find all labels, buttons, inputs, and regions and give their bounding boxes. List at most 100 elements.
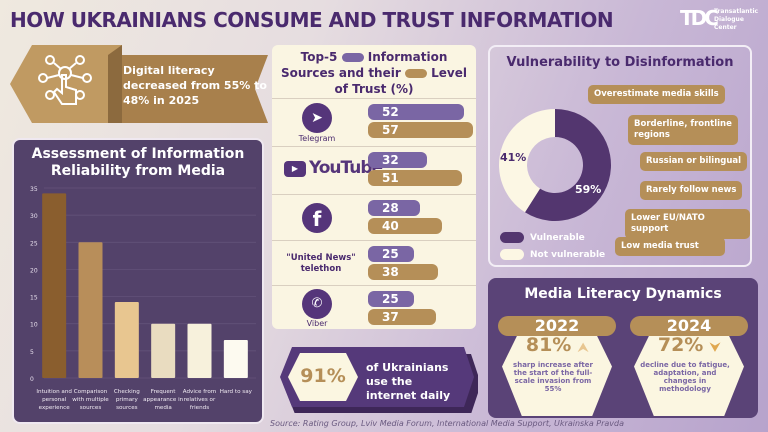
internet-pct: 91% [300,365,346,387]
usage-bar: 52 [368,104,465,120]
usage-bar: 28 [368,200,420,216]
dynamics-card-2024: 2024 72% ⮟ decline due to fatigue, adapt… [630,316,748,416]
touch-network-icon [38,55,92,105]
banner-shape [10,45,268,123]
usage-bar: 25 [368,291,415,307]
x-tick-label: Comparison with multiple sources [72,389,109,411]
youtube-icon: ▶ [284,161,306,177]
title-part: Information [367,50,448,64]
legend-label: Vulnerable [530,233,585,243]
vulnerability-panel: Vulnerability to Disinformation 41% 59% … [488,45,752,267]
internet-text: of Ukrainians use the internet daily [366,361,451,402]
donut-not-vulnerable-slice [499,109,555,213]
y-tick-label: 5 [30,349,34,356]
page-title: HOW UKRAINIANS CONSUME AND TRUST INFORMA… [10,8,614,32]
y-tick-label: 0 [30,376,34,383]
title-part: Sources and their [280,66,401,80]
pct-value: 72% [657,334,704,356]
bar [78,242,103,378]
source-name: Telegram [298,134,336,143]
pct: 81% ⮝ [498,334,616,356]
source-name: YouTube [309,158,383,178]
chart-title: Assessment of Information Reliability fr… [31,146,245,179]
x-tick-label: Hard to say [220,389,253,395]
trust-bar: 37 [368,309,437,325]
year: 2024 [630,316,748,336]
source-row: f 28 40 [272,194,476,240]
bar [151,323,176,378]
trust-bar: 51 [368,170,463,186]
bar [42,193,67,378]
factor-bubble: Borderline, frontline regions [628,115,738,145]
legend-not-vulnerable: Not vulnerable [500,249,605,260]
source-name: Viber [306,319,328,328]
usage-bar: 32 [368,152,428,168]
factor-bubble: Low media trust [615,237,725,256]
source-row: ➤ Telegram 52 57 [272,98,476,146]
desc: sharp increase after the start of the fu… [513,361,593,393]
source-row: ✆ Viber 25 37 [272,285,476,329]
logo-text: Transatlantic Dialogue Center [714,8,758,32]
dynamics-card-2022: 2022 81% ⮝ sharp increase after the star… [498,316,616,416]
trust-bar: 57 [368,122,474,138]
factor-bubble: Overestimate media skills [588,85,725,104]
logo-line: Center [714,24,737,31]
facebook-icon: f [302,203,332,233]
title-part: Level [431,66,467,80]
y-tick-label: 20 [30,267,38,274]
pct: 72% ⮟ [630,334,748,356]
title-part: of Trust (%) [334,82,414,96]
usage-legend-swatch [341,53,364,62]
dynamics-title: Media Literacy Dynamics [524,286,722,302]
banner-text: Digital literacy decreased from 55% to 4… [123,64,267,107]
desc: decline due to fatigue, adaptation, and … [640,361,730,393]
sources-title: Top-5 Information Sources and their Leve… [272,49,476,97]
source-note: Source: Rating Group, Lviv Media Forum, … [270,419,624,428]
logo: TDC Transatlantic Dialogue Center [680,6,760,36]
factor-bubble: Lower EU/NATO support [625,209,750,239]
title-part: Top-5 [300,50,338,64]
y-tick-label: 15 [30,295,38,302]
stat-shape [280,347,481,414]
logo-mark: TDC [680,6,719,30]
viber-icon: ✆ [302,289,332,319]
vulnerable-label: 59% [575,183,602,196]
bar [114,302,139,378]
vulnerability-title: Vulnerability to Disinformation [506,55,734,70]
logo-line: Transatlantic [714,8,759,15]
y-tick-label: 30 [30,213,38,220]
reliability-chart-panel: 0 5 10 15 20 25 30 35 Intuition and personal exper… [12,138,264,424]
bar [187,323,212,378]
telegram-icon: ➤ [302,103,332,133]
donut-vulnerable-slice [524,109,611,221]
internet-usage-stat: 91% of Ukrainians use the internet daily [278,343,481,414]
x-tick-label: Frequent appearance in media [143,389,184,411]
source-name: "United News" telethon [286,253,356,274]
chevron-up-icon: ⮝ [577,340,589,354]
year: 2022 [498,316,616,336]
y-tick-label: 10 [30,322,38,329]
top-sources-panel: Top-5 Information Sources and their Leve… [272,45,476,329]
chevron-down-icon: ⮟ [709,340,721,354]
y-tick-label: 25 [30,240,38,247]
trust-legend-swatch [404,69,427,78]
x-tick-label: Checking primary sources [114,389,140,411]
vulnerability-donut [499,109,611,221]
factor-bubble: Russian or bilingual [640,152,748,171]
trust-bar: 40 [368,218,442,234]
reliability-chart: 0 5 10 15 20 25 30 35 Intuition and personal exper… [30,186,256,411]
source-row: ▶ YouTube 32 51 [272,146,476,194]
trust-bar: 38 [368,264,439,280]
logo-line: Dialogue [714,16,744,23]
legend-vulnerable: Vulnerable [500,232,585,243]
bar [223,340,248,378]
x-tick-label: Intuition and personal experience [36,389,72,411]
y-tick-label: 35 [30,186,38,193]
source-row: "United News" telethon 25 38 [272,240,476,285]
media-literacy-panel: Media Literacy Dynamics 2022 81% ⮝ sharp… [488,278,758,418]
factor-bubble: Rarely follow news [640,181,743,200]
pct-value: 81% [525,334,572,356]
legend-label: Not vulnerable [530,250,606,260]
not-vulnerable-label: 41% [500,151,527,164]
digital-literacy-banner: Digital literacy decreased from 55% to 4… [10,45,270,123]
